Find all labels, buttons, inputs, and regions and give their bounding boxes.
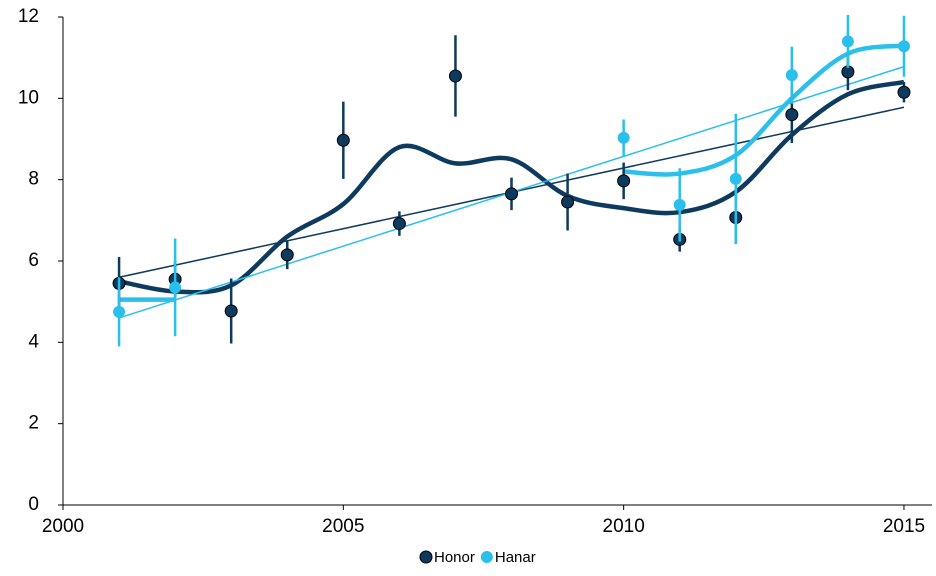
point [617, 131, 630, 144]
x-tick-label: 2015 [883, 516, 925, 537]
point [392, 217, 406, 231]
legend-marker [419, 550, 433, 564]
y-tick-label: 12 [18, 6, 39, 27]
y-tick-label: 8 [28, 169, 39, 190]
point [729, 172, 742, 185]
point [897, 40, 910, 53]
point [673, 198, 686, 211]
point [169, 281, 182, 294]
point [785, 108, 799, 122]
point [841, 35, 854, 48]
point [505, 187, 519, 201]
y-tick-label: 6 [28, 250, 39, 271]
point [448, 69, 462, 83]
point [897, 85, 911, 99]
legend-label: Hanar [495, 549, 536, 566]
x-tick-label: 2010 [603, 516, 645, 537]
point [113, 305, 126, 318]
point [785, 69, 798, 82]
point [336, 133, 350, 147]
x-tick-label: 2000 [42, 516, 84, 537]
point [224, 304, 238, 318]
y-tick-label: 2 [28, 413, 39, 434]
x-tick-label: 2005 [322, 516, 364, 537]
legend-marker [480, 551, 493, 563]
smooth-curve [623, 43, 905, 177]
smooth-curve [118, 79, 905, 295]
point [280, 248, 294, 262]
legend-label: Honor [434, 549, 475, 566]
point [617, 174, 631, 188]
y-tick-label: 4 [28, 331, 39, 352]
y-tick-label: 10 [18, 87, 39, 108]
y-tick-label: 0 [28, 494, 39, 515]
point [561, 195, 575, 209]
